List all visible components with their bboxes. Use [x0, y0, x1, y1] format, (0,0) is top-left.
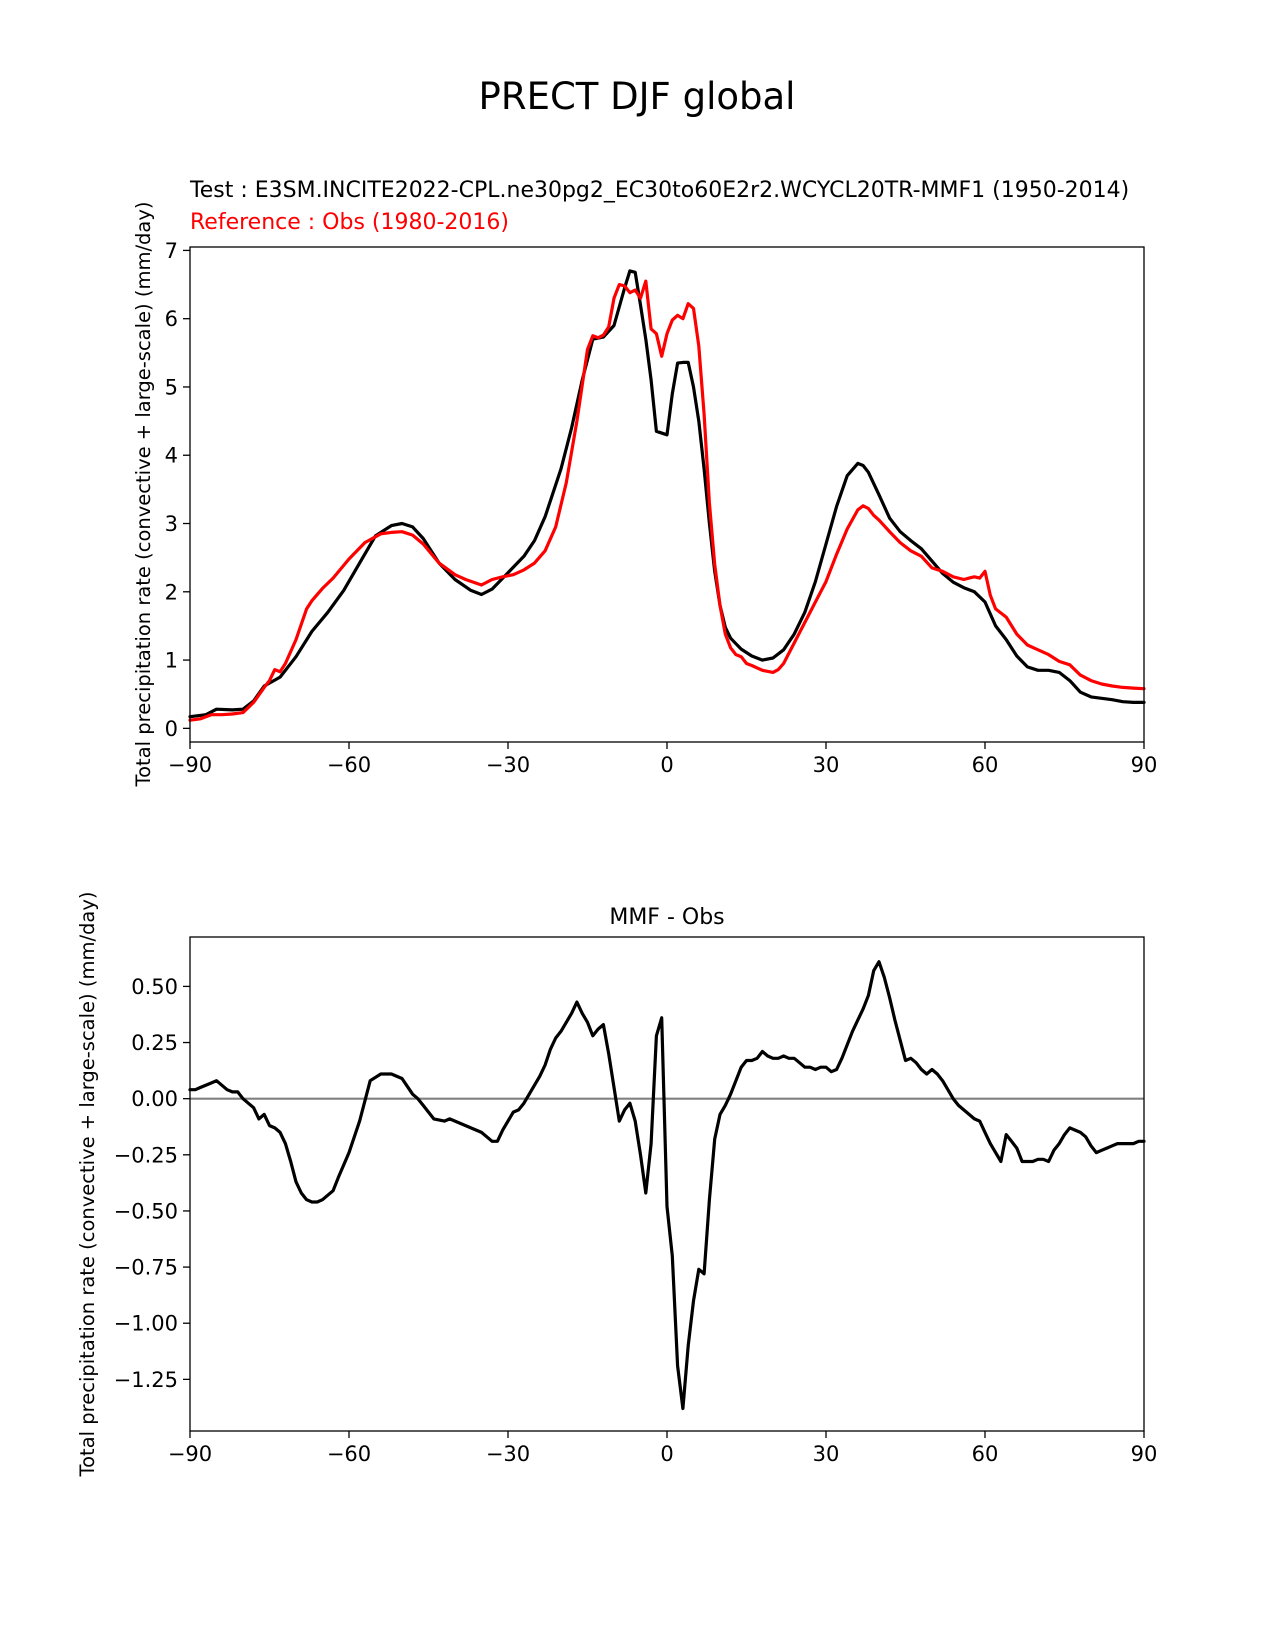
bottom-y-tick-label: −0.75	[114, 1256, 178, 1280]
top-plot-series	[188, 269, 1146, 722]
bottom-y-tick-label: 0.00	[131, 1087, 178, 1111]
bottom-y-tick-label: 0.25	[131, 1031, 178, 1055]
bottom-panel: MMF - Obs −90 −60 −30 0 30 60 90 0.50 0.25 0.00 −0…	[76, 892, 1157, 1478]
top-x-tick-label: 30	[813, 753, 840, 777]
bottom-y-tick-label: 0.50	[131, 975, 178, 999]
bottom-x-tick-label: −30	[486, 1442, 530, 1466]
bottom-x-tick-label: 90	[1131, 1442, 1158, 1466]
bottom-plot-series	[188, 960, 1146, 1411]
top-x-tick-label: −90	[168, 753, 212, 777]
bottom-x-tick-label: −90	[168, 1442, 212, 1466]
top-y-tick-label: 1	[165, 649, 178, 673]
bottom-x-tick-label: 30	[813, 1442, 840, 1466]
top-y-axis-label: Total precipitation rate (convective + l…	[132, 202, 155, 788]
top-y-tick-label: 2	[165, 580, 178, 604]
bottom-y-tick-label: −1.00	[114, 1312, 178, 1336]
bottom-y-tick-label: −0.50	[114, 1199, 178, 1223]
reference-label: Reference : Obs (1980-2016)	[190, 210, 509, 235]
top-series-line-1	[188, 269, 1146, 719]
top-plot-frame	[189, 246, 1145, 743]
bottom-plot-axes: −90 −60 −30 0 30 60 90 0.50 0.25 0.00 −0.25 −0.50 −0…	[114, 975, 1158, 1466]
top-plot-axes: −90 −60 −30 0 30 60 90 0 1 2 3 4 5 6 7	[165, 239, 1158, 777]
bottom-y-axis-label: Total precipitation rate (convective + l…	[76, 892, 99, 1478]
top-y-tick-label: 0	[165, 717, 178, 741]
top-x-tick-label: −60	[327, 753, 371, 777]
top-x-tick-label: 90	[1131, 753, 1158, 777]
bottom-y-tick-label: −0.25	[114, 1143, 178, 1167]
bottom-x-tick-label: −60	[327, 1442, 371, 1466]
top-panel: Test : E3SM.INCITE2022-CPL.ne30pg2_EC30t…	[132, 178, 1157, 787]
bottom-y-tick-label: −1.25	[114, 1368, 178, 1392]
top-y-tick-label: 3	[165, 512, 178, 536]
top-series-line-2	[188, 279, 1146, 722]
top-x-tick-label: 0	[660, 753, 673, 777]
test-label: Test : E3SM.INCITE2022-CPL.ne30pg2_EC30t…	[189, 178, 1129, 203]
top-x-tick-label: 60	[972, 753, 999, 777]
bottom-x-tick-label: 0	[660, 1442, 673, 1466]
top-x-tick-label: −30	[486, 753, 530, 777]
bottom-plot-title: MMF - Obs	[609, 905, 724, 930]
bottom-x-tick-label: 60	[972, 1442, 999, 1466]
top-y-tick-label: 4	[165, 444, 178, 468]
figure-title: PRECT DJF global	[479, 75, 796, 118]
bottom-series-line-1	[188, 960, 1146, 1411]
top-y-tick-label: 6	[165, 307, 178, 331]
top-y-tick-label: 7	[165, 239, 178, 263]
top-y-tick-label: 5	[165, 375, 178, 399]
